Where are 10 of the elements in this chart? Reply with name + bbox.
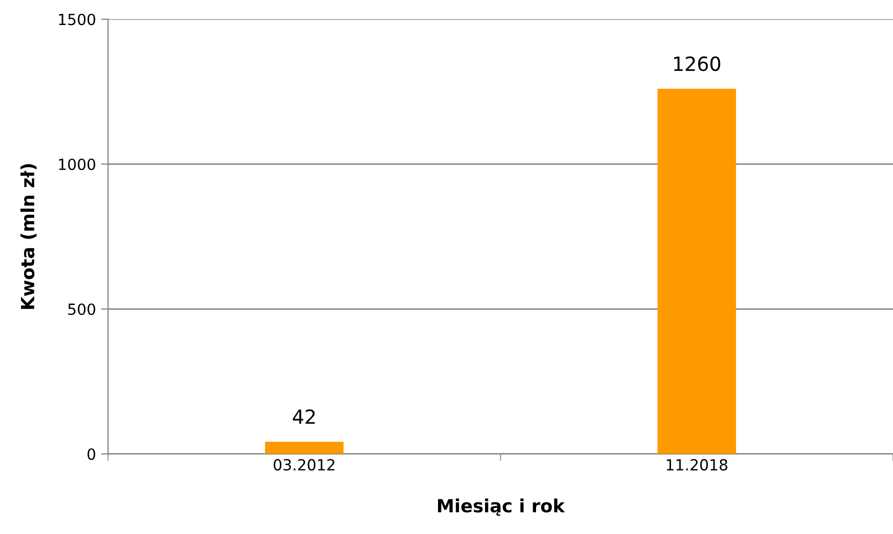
data-label: 1260: [674, 56, 720, 72]
x-axis-title: Miesiąc i rok: [438, 498, 566, 516]
x-tick-label: 11.2018: [666, 459, 728, 471]
y-tick-label: 1500: [59, 14, 96, 26]
y-axis-title: Kwota (mln zł): [20, 164, 37, 309]
x-tick-label: 03.2012: [274, 459, 334, 471]
y-tick-label: 1000: [59, 158, 96, 170]
y-tick-label: 500: [68, 303, 96, 316]
y-tick-label: 0: [88, 448, 96, 460]
data-label: 42: [292, 409, 315, 424]
